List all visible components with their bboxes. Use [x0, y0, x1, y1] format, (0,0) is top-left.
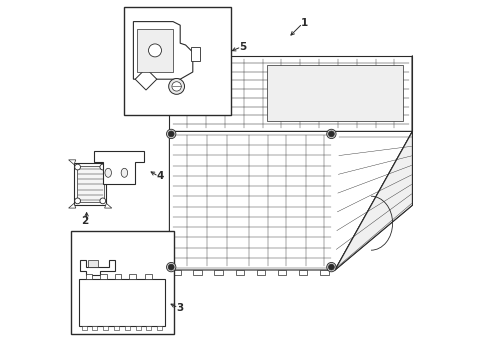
Bar	[136, 326, 141, 330]
Circle shape	[100, 164, 106, 170]
Circle shape	[167, 129, 176, 139]
Bar	[114, 326, 119, 330]
Bar	[72, 231, 174, 334]
Text: 1: 1	[301, 18, 308, 28]
Text: 4: 4	[157, 171, 164, 181]
Polygon shape	[172, 270, 181, 275]
Circle shape	[169, 78, 185, 94]
Polygon shape	[320, 270, 328, 275]
Bar	[137, 29, 173, 72]
Bar	[92, 326, 98, 330]
Text: 3: 3	[176, 303, 184, 313]
Polygon shape	[80, 260, 115, 275]
Circle shape	[100, 198, 106, 204]
Polygon shape	[215, 270, 223, 275]
Bar	[157, 326, 162, 330]
Polygon shape	[133, 22, 193, 79]
Polygon shape	[236, 270, 244, 275]
Polygon shape	[170, 131, 413, 270]
Bar	[103, 326, 108, 330]
Polygon shape	[335, 56, 413, 270]
Text: 5: 5	[240, 42, 247, 52]
Polygon shape	[335, 56, 413, 270]
Bar	[267, 65, 403, 121]
Polygon shape	[170, 56, 413, 131]
Bar	[125, 326, 130, 330]
Polygon shape	[104, 160, 112, 165]
Polygon shape	[104, 203, 112, 208]
Bar	[147, 326, 151, 330]
Bar	[77, 166, 103, 202]
Bar	[79, 279, 165, 326]
Circle shape	[74, 164, 80, 170]
Polygon shape	[257, 270, 265, 275]
Text: 2: 2	[81, 216, 88, 226]
Bar	[86, 274, 92, 279]
Ellipse shape	[121, 168, 127, 177]
Circle shape	[172, 82, 181, 91]
Polygon shape	[69, 160, 76, 165]
Circle shape	[328, 264, 334, 270]
Bar	[100, 274, 107, 279]
Circle shape	[148, 44, 162, 57]
Ellipse shape	[105, 168, 111, 177]
Circle shape	[169, 131, 174, 137]
Bar	[129, 274, 136, 279]
Circle shape	[74, 198, 80, 204]
Circle shape	[169, 264, 174, 270]
Bar	[191, 47, 200, 61]
Bar	[81, 326, 87, 330]
Circle shape	[327, 129, 336, 139]
Circle shape	[167, 262, 176, 272]
Circle shape	[327, 262, 336, 272]
Bar	[88, 260, 98, 267]
Bar	[145, 274, 152, 279]
Polygon shape	[170, 56, 223, 104]
Polygon shape	[278, 270, 286, 275]
Polygon shape	[135, 68, 157, 90]
Polygon shape	[69, 203, 76, 208]
Bar	[124, 7, 231, 115]
Polygon shape	[299, 270, 307, 275]
Circle shape	[328, 131, 334, 137]
Bar	[74, 163, 106, 205]
Polygon shape	[94, 151, 144, 184]
Polygon shape	[194, 270, 202, 275]
Bar	[115, 274, 121, 279]
